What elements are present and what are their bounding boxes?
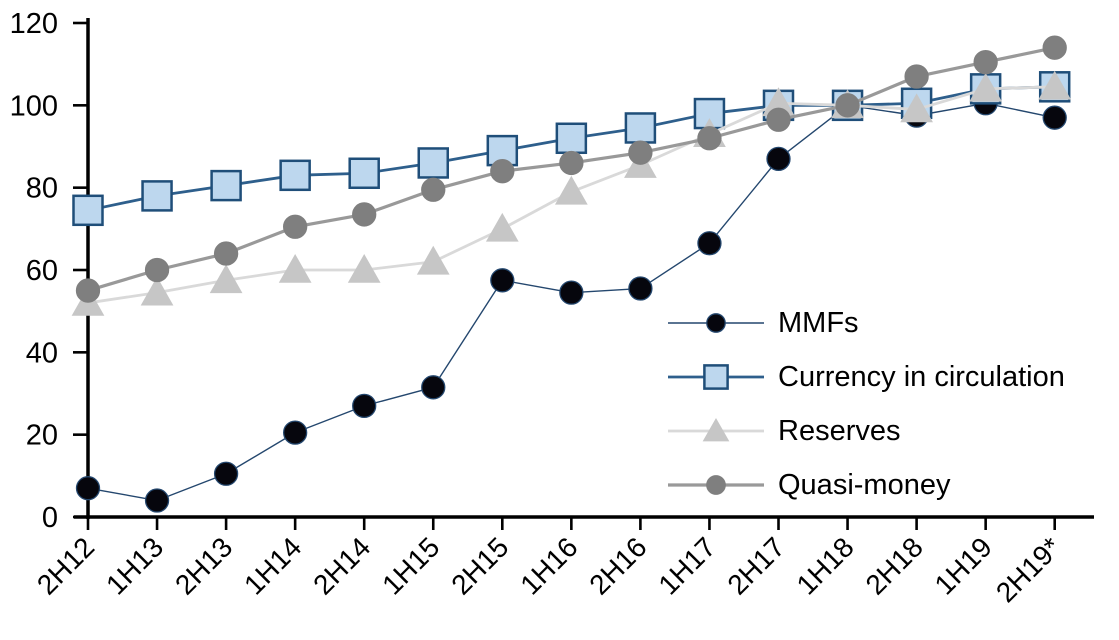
mmfs-marker (1042, 105, 1067, 130)
reserves-marker (1038, 70, 1072, 100)
mmfs-marker (697, 231, 722, 256)
legend-item-currency-in-circulation: Currency in circulation (668, 350, 1065, 404)
y-axis-tick-label: 20 (26, 420, 58, 452)
mmfs-line-marker-icon (668, 313, 764, 333)
x-axis-tick-label: 2H14 (307, 531, 376, 600)
mmfs-legend-marker (706, 313, 726, 333)
mmfs-marker (75, 476, 101, 501)
y-axis-tick-label: 0 (42, 502, 58, 534)
x-axis-tick-label: 2H19* (990, 531, 1067, 608)
reserves-marker (140, 276, 174, 306)
currency-in-circulation-marker (348, 157, 380, 190)
quasi-money-legend-marker (706, 475, 726, 495)
reserves-marker (485, 212, 519, 242)
quasi-money-marker (697, 126, 722, 151)
quasi-money-marker (628, 140, 653, 165)
reserves-marker (900, 93, 933, 123)
mmfs-marker (628, 276, 653, 301)
legend-item-mmfs: MMFs (668, 296, 1065, 350)
quasi-money-marker (75, 278, 101, 303)
quasi-money-marker (559, 150, 584, 176)
quasi-money-marker (835, 93, 860, 118)
y-axis-tick-label: 100 (10, 90, 58, 122)
mmfs-marker (213, 461, 239, 486)
currency-in-circulation-marker (486, 134, 519, 167)
legend-label-currency-in-circulation: Currency in circulation (778, 360, 1065, 393)
currency-line-marker-icon (668, 364, 764, 390)
reserves-marker (347, 253, 381, 283)
legend-label-mmfs: MMFs (778, 306, 859, 339)
x-axis-tick-label: 1H13 (100, 531, 169, 600)
reserves-marker (969, 72, 1003, 102)
currency-in-circulation-marker (210, 169, 242, 202)
currency-in-circulation-marker (417, 147, 449, 179)
reserves-marker (278, 253, 312, 283)
x-axis-tick-label: 1H18 (791, 531, 860, 600)
x-axis-tick-label: 1H15 (376, 531, 445, 600)
mmfs-marker (421, 375, 446, 400)
x-axis-tick-label: 2H12 (31, 531, 100, 600)
legend-item-reserves: Reserves (668, 404, 1065, 458)
reserves-legend-marker (702, 417, 730, 442)
y-axis-tick-label: 80 (26, 173, 58, 205)
legend: MMFs Currency in circulation Reserves Qu… (668, 296, 1065, 512)
legend-label-reserves: Reserves (778, 414, 901, 447)
currency-in-circulation-marker (279, 159, 311, 192)
reserves-marker (554, 175, 588, 205)
quasi-money-marker (1042, 35, 1067, 60)
quasi-money-marker (352, 202, 377, 227)
reserves-marker (416, 245, 450, 275)
currency-in-circulation-marker (624, 112, 657, 144)
x-axis-tick-label: 1H14 (238, 531, 307, 600)
quasi-money-marker (904, 64, 929, 89)
mmfs-marker (282, 420, 308, 445)
x-axis-tick-label: 1H19 (929, 531, 998, 600)
legend-label-quasi-money: Quasi-money (778, 468, 951, 501)
currency-in-circulation-marker (141, 180, 173, 212)
reserves-marker (209, 264, 243, 294)
series-quasi-money (75, 35, 1067, 303)
x-axis-tick-label: 1H17 (652, 531, 721, 600)
quasi-money-marker (213, 241, 239, 266)
x-axis-tick-label: 2H18 (860, 531, 929, 600)
currency-in-circulation-marker (555, 122, 588, 155)
mmfs-marker (766, 146, 791, 172)
quasi-money-marker (144, 257, 170, 283)
x-axis-tick-label: 2H17 (721, 531, 790, 600)
x-axis-tick-label: 2H15 (445, 531, 514, 600)
quasi-money-marker (973, 49, 998, 75)
y-axis-tick-label: 60 (26, 255, 58, 287)
mmfs-marker (490, 268, 515, 293)
currency-in-circulation-legend-marker (703, 364, 729, 390)
currency-in-circulation-marker (72, 194, 104, 227)
x-axis-tick-label: 2H13 (169, 531, 238, 600)
quasi-money-marker (421, 177, 446, 202)
quasi-money-marker (490, 159, 515, 184)
x-axis-tick-label: 2H16 (583, 531, 652, 600)
y-axis-tick-label: 40 (26, 337, 58, 369)
y-axis-tick-label: 120 (10, 8, 58, 40)
quasi-money-marker (766, 107, 791, 132)
mmfs-marker (559, 280, 584, 305)
reserves-line-marker-icon (668, 417, 764, 442)
mmfs-marker (144, 488, 170, 513)
legend-item-quasi-money: Quasi-money (668, 458, 1065, 512)
quasi-money-line-marker-icon (668, 475, 764, 495)
x-axis-tick-label: 1H16 (514, 531, 583, 600)
quasi-money-marker (282, 214, 308, 239)
mmfs-marker (352, 393, 377, 419)
